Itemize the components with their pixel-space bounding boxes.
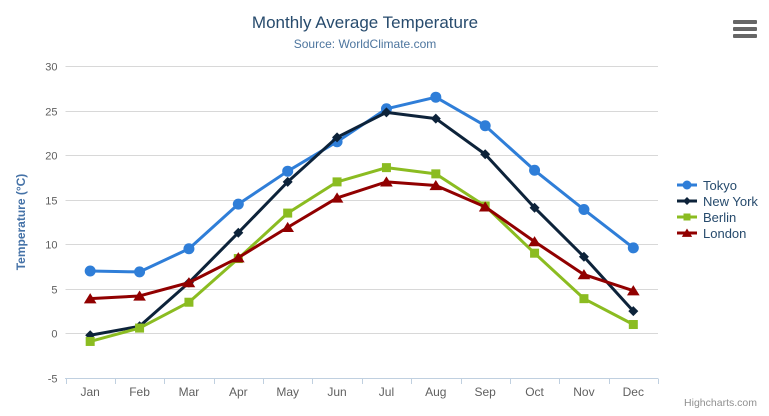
point-new-york-jul[interactable] [381, 107, 392, 118]
point-new-york-sep[interactable] [480, 149, 491, 160]
point-new-york-apr[interactable] [233, 227, 244, 238]
point-london-may[interactable] [281, 221, 295, 233]
y-tick-label: -5 [48, 374, 58, 386]
y-tick-label: 20 [45, 151, 57, 163]
y-tick-label: 25 [45, 107, 57, 119]
chart-context-menu-button[interactable] [732, 19, 758, 39]
legend-marker-triangle-icon [677, 228, 697, 237]
x-tick-label: Oct [525, 385, 544, 399]
series-london [83, 176, 640, 304]
point-berlin-mar[interactable] [184, 297, 194, 307]
point-berlin-jun[interactable] [332, 177, 342, 187]
y-tick-label: 5 [51, 285, 57, 297]
point-new-york-jun[interactable] [332, 132, 343, 143]
point-tokyo-sep[interactable] [479, 120, 491, 132]
hamburger-icon [733, 34, 757, 38]
legend-label-new-york: New York [703, 193, 758, 209]
y-axis-labels: -5 0 5 10 15 20 25 30 [45, 62, 57, 386]
point-london-nov[interactable] [577, 269, 591, 280]
point-tokyo-aug[interactable] [430, 91, 442, 103]
point-tokyo-may[interactable] [282, 165, 294, 177]
point-london-apr[interactable] [231, 252, 245, 263]
legend-label-london: London [703, 225, 747, 241]
point-tokyo-oct[interactable] [529, 164, 541, 176]
chart-title: Monthly Average Temperature [251, 13, 479, 32]
legend-symbol-new-york [683, 197, 691, 205]
credits-link[interactable]: Highcharts.com [684, 397, 757, 409]
legend-label-berlin: Berlin [703, 209, 737, 225]
point-london-jun[interactable] [330, 192, 344, 203]
x-tick-label: Jan [81, 385, 100, 399]
point-new-york-may[interactable] [282, 176, 293, 187]
legend-item-berlin[interactable]: Berlin [676, 209, 758, 225]
legend-label-tokyo: Tokyo [703, 177, 737, 193]
x-tick-label: Mar [179, 385, 200, 399]
point-london-aug[interactable] [429, 179, 443, 191]
point-london-sep[interactable] [478, 201, 492, 212]
y-tick-label: 15 [45, 196, 57, 208]
y-tick-label: 0 [51, 329, 57, 341]
point-tokyo-apr[interactable] [232, 198, 244, 210]
legend-marker-diamond-icon [677, 197, 697, 205]
point-london-dec[interactable] [626, 285, 640, 296]
point-new-york-aug[interactable] [430, 113, 441, 124]
hamburger-icon [733, 27, 757, 31]
point-berlin-nov[interactable] [579, 294, 589, 304]
x-tick-label: Jul [379, 385, 394, 399]
point-london-jul[interactable] [380, 176, 393, 187]
hamburger-icon [733, 20, 757, 24]
x-tick-label: Jun [327, 385, 346, 399]
legend-marker-circle-icon [677, 180, 697, 190]
x-tick-label: Apr [229, 385, 248, 399]
legend-symbol-berlin [683, 213, 691, 221]
legend: Tokyo New York Berlin London [676, 177, 758, 241]
x-tick-label: Aug [425, 385, 446, 399]
point-london-mar[interactable] [182, 277, 196, 288]
x-tick-label: May [276, 385, 299, 399]
y-axis-title: Temperature (°C) [14, 174, 28, 271]
point-berlin-dec[interactable] [628, 320, 638, 330]
x-tick-label: Dec [623, 385, 644, 399]
legend-symbol-london [681, 228, 693, 237]
point-berlin-jul[interactable] [381, 163, 391, 173]
x-axis-labels: Jan Feb Mar Apr May Jun Jul Aug Sep Oct Nov Dec [81, 385, 644, 399]
point-london-feb[interactable] [133, 290, 146, 301]
point-berlin-may[interactable] [283, 208, 293, 218]
point-berlin-jan[interactable] [85, 336, 95, 346]
legend-item-new-york[interactable]: New York [676, 193, 758, 209]
point-london-oct[interactable] [528, 236, 541, 247]
legend-marker-square-icon [677, 213, 697, 221]
series-line-london [88, 180, 635, 301]
x-tick-label: Feb [129, 385, 150, 399]
series-tokyo [84, 91, 639, 278]
x-tick-label: Sep [475, 385, 497, 399]
x-axis-ticks [66, 378, 659, 384]
series-berlin [85, 163, 638, 346]
point-tokyo-mar[interactable] [183, 243, 195, 255]
point-berlin-feb[interactable] [135, 323, 145, 333]
point-tokyo-nov[interactable] [578, 204, 590, 216]
series-line-berlin [88, 166, 635, 343]
point-new-york-dec[interactable] [628, 306, 639, 317]
y-tick-label: 10 [45, 240, 57, 252]
legend-item-london[interactable]: London [676, 225, 758, 241]
chart-subtitle: Source: WorldClimate.com [293, 37, 437, 51]
series-line-new-york [88, 110, 635, 337]
legend-symbol-tokyo [682, 180, 692, 190]
series-new-york [85, 107, 639, 341]
point-london-jan[interactable] [83, 293, 97, 304]
point-new-york-oct[interactable] [529, 202, 540, 213]
point-new-york-nov[interactable] [578, 251, 589, 262]
point-berlin-aug[interactable] [431, 169, 441, 179]
point-tokyo-dec[interactable] [627, 242, 639, 254]
point-tokyo-jan[interactable] [84, 265, 96, 277]
point-berlin-oct[interactable] [530, 248, 540, 258]
gridlines [65, 66, 658, 379]
point-tokyo-feb[interactable] [134, 266, 146, 278]
legend-item-tokyo[interactable]: Tokyo [676, 177, 758, 193]
x-tick-label: Nov [573, 385, 594, 399]
y-tick-label: 30 [45, 62, 57, 74]
